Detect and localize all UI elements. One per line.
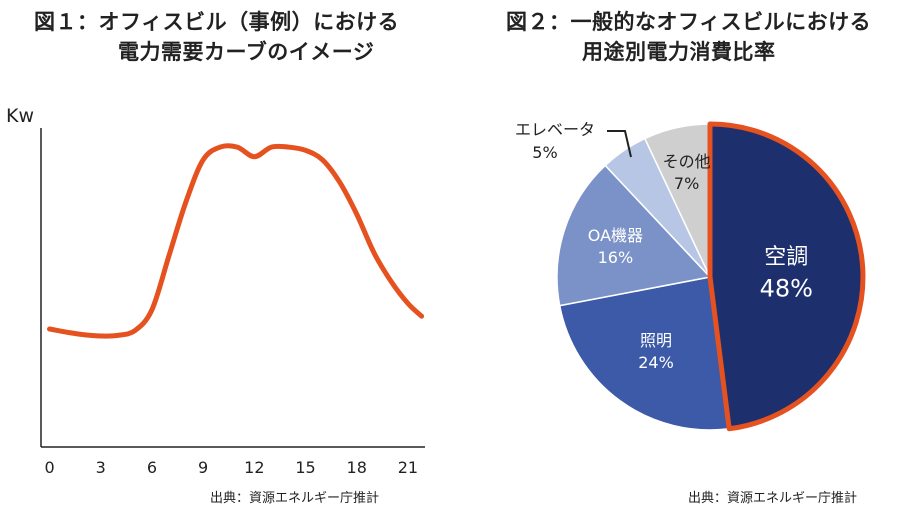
pie-label: OA機器 — [588, 226, 643, 245]
pie-label: エレベータ — [515, 120, 595, 139]
x-tick-label: 0 — [44, 458, 54, 477]
line-chart: Kw 0 3 6 9 12 15 18 21 — [6, 105, 425, 477]
chart2-subtitle: 用途別電力消費比率 — [582, 40, 776, 64]
pie-label: 空調 — [764, 245, 808, 270]
pie-label: 24% — [638, 353, 674, 372]
x-tick-label: 9 — [198, 458, 208, 477]
left-chart-panel: 図１：オフィスビル（事例）における 電力需要カーブのイメージ Kw 0 3 6 9 12… — [6, 10, 425, 506]
pie-label: 7% — [674, 174, 699, 193]
pie-label: 5% — [532, 143, 557, 162]
demand-line-series — [47, 143, 425, 339]
chart1-subtitle: 電力需要カーブのイメージ — [118, 40, 375, 64]
pie-slice — [556, 164, 711, 307]
chart1-title: 図１：オフィスビル（事例）における — [34, 10, 400, 34]
pie-label: 照明 — [640, 331, 672, 350]
right-chart-panel: 図２：一般的なオフィスビルにおける 用途別電力消費比率 空調 48% 照明 24% OA… — [450, 0, 900, 513]
x-tick-labels: 0 3 6 9 12 15 18 21 — [44, 458, 418, 477]
chart2-source: 出典：資源エネルギー庁推計 — [688, 491, 858, 506]
pie-slices — [556, 121, 866, 432]
pie-label: 48% — [760, 275, 813, 303]
pie-label: その他 — [663, 152, 711, 171]
pie-chart: 空調 48% 照明 24% OA機器 16% エレベータ 5% その他 7% — [515, 120, 866, 432]
x-tick-label: 12 — [244, 458, 264, 477]
pie-labels: 空調 48% 照明 24% OA機器 16% エレベータ 5% その他 7% — [515, 120, 813, 372]
chart2-title: 図２：一般的なオフィスビルにおける — [506, 10, 872, 34]
x-tick-label: 3 — [96, 458, 106, 477]
x-tick-label: 15 — [295, 458, 315, 477]
x-tick-label: 21 — [398, 458, 418, 477]
leader-line — [607, 130, 632, 158]
x-tick-label: 6 — [147, 458, 157, 477]
x-tick-label: 18 — [347, 458, 367, 477]
pie-slice — [558, 276, 730, 431]
chart1-source: 出典：資源エネルギー庁推計 — [210, 491, 380, 506]
pie-label: 16% — [598, 248, 634, 267]
pie-slice — [707, 121, 866, 432]
y-axis-label: Kw — [6, 105, 34, 127]
